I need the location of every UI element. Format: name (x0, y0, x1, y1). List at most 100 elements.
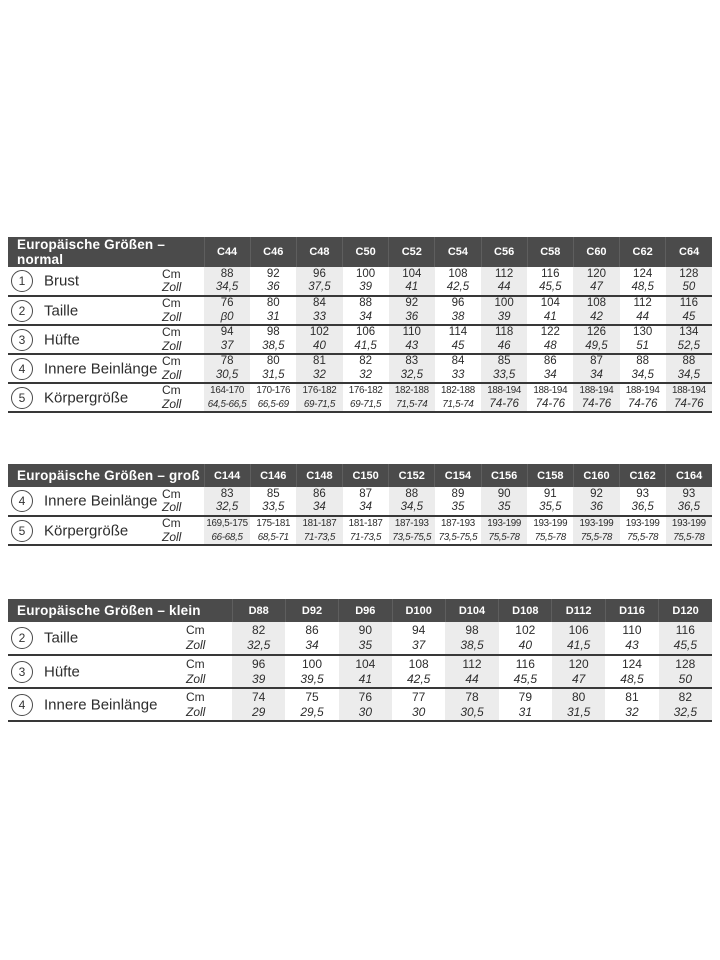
measurement-cell: 110 43 (605, 622, 658, 655)
cm-value: 94 (411, 623, 426, 637)
zoll-value: 44 (497, 281, 511, 293)
row-number-badge: 5 (11, 519, 33, 542)
zoll-value: 32 (313, 368, 326, 381)
cm-value: 100 (301, 656, 323, 671)
row-label-cell: 4 Innere Beinlänge (8, 687, 184, 722)
measurement-cell: 134 52,5 (665, 324, 712, 354)
unit-cm-label: Cm (162, 383, 181, 397)
zoll-value: 32,5 (673, 704, 697, 719)
measurement-cell: 108 42,5 (435, 267, 481, 296)
unit-zoll-label: Zoll (162, 280, 182, 294)
measurement-cell: 85 33,5 (250, 487, 296, 516)
unit-zoll-label: Zoll (162, 338, 182, 353)
size-column-header: C160 (572, 464, 620, 487)
cm-value: 102 (515, 623, 536, 637)
zoll-value: 31 (266, 310, 280, 323)
measurement-cell: 82 32 (342, 353, 389, 383)
unit-cell: Cm Zoll (184, 687, 233, 722)
cm-value: 94 (220, 326, 234, 338)
zoll-value: 75,5-78 (627, 531, 659, 543)
measurement-cell: 128 50 (665, 267, 712, 296)
unit-zoll-label: Zoll (162, 309, 182, 324)
cm-value: 120 (568, 656, 589, 671)
measurement-cell: 98 38,5 (250, 324, 297, 354)
cm-value: 116 (679, 297, 699, 309)
unit-cm-label: Cm (162, 296, 181, 310)
cm-value: 181-187 (348, 518, 383, 529)
zoll-value: 35,5 (539, 501, 562, 513)
measurement-cell: 78 30,5 (445, 687, 499, 722)
cm-value: 104 (540, 297, 560, 309)
zoll-value: 75,5-78 (488, 531, 520, 543)
measurement-cell: 182-188 71,5-74 (388, 382, 435, 413)
zoll-value: 37,5 (308, 281, 331, 293)
unit-cell: Cm Zoll (160, 487, 204, 516)
zoll-value: 37 (411, 638, 426, 652)
row-number-badge: 5 (11, 386, 33, 409)
unit-zoll-label: Zoll (186, 704, 206, 719)
zoll-value: 32,5 (247, 638, 271, 652)
measurement-cell: 187-193 73,5-75,5 (434, 515, 482, 546)
measurement-cell: 106 41,5 (342, 324, 389, 354)
cm-value: 76 (220, 297, 234, 309)
zoll-value: 50 (678, 671, 692, 686)
measurement-cell: 81 32 (296, 353, 343, 383)
measurement-cell: 193-199 75,5-78 (481, 515, 528, 546)
table-header-row: Europäische Größen – klein D88 D92 D96 D100 D… (8, 599, 712, 622)
cm-value: 74 (252, 689, 266, 704)
measurement-cell: 182-188 71,5-74 (434, 382, 482, 413)
measurement-cell: 87 34 (573, 353, 620, 383)
measurement-cell: 96 38 (434, 295, 482, 325)
cm-value: 78 (465, 689, 479, 704)
cm-value: 114 (448, 326, 468, 338)
zoll-value: 33,5 (262, 501, 285, 513)
zoll-value: 36 (590, 501, 603, 513)
measurement-cell: 108 42,5 (392, 654, 446, 688)
size-column-header: D100 (391, 599, 446, 622)
cm-value: 176-182 (348, 385, 383, 396)
size-column-header: C150 (342, 464, 389, 487)
cm-value: 91 (543, 487, 557, 500)
measurement-cell: 93 36,5 (665, 487, 712, 516)
zoll-value: 44 (465, 671, 479, 686)
zoll-value: 38 (451, 310, 465, 323)
zoll-value: 33 (313, 310, 326, 323)
cm-value: 106 (568, 623, 589, 637)
cm-value: 169,5-175 (206, 518, 248, 529)
table-row: 4 Innere Beinlänge Cm Zoll 83 32,5 85 33,5 86 34 8… (8, 487, 712, 516)
row-label: Innere Beinlänge (44, 492, 158, 510)
measurement-cell: 124 48,5 (620, 267, 666, 296)
cm-value: 170-176 (256, 385, 291, 396)
measurement-cell: 76 β0 (204, 295, 251, 325)
measurement-cell: 112 44 (619, 295, 666, 325)
measurement-cell: 126 49,5 (573, 324, 620, 354)
row-label-cell: 3 Hüfte (8, 324, 160, 354)
zoll-value: 69-71,5 (350, 398, 382, 410)
zoll-value: 29 (252, 704, 266, 719)
measurement-cell: 80 31,5 (250, 353, 297, 383)
cm-value: 110 (622, 623, 642, 637)
measurement-cell: 102 40 (296, 324, 343, 354)
zoll-value: 34 (313, 501, 326, 513)
cm-value: 88 (359, 297, 373, 309)
measurement-cell: 92 36 (573, 487, 620, 516)
zoll-value: 45,5 (513, 671, 537, 686)
zoll-value: 40 (518, 638, 532, 652)
measurement-cell: 188-194 74-76 (481, 382, 528, 413)
row-label: Hüfte (44, 331, 80, 348)
cm-value: 83 (405, 355, 419, 367)
measurement-cell: 104 41 (338, 654, 392, 688)
measurement-cell: 120 47 (573, 267, 620, 296)
measurement-cell: 100 39,5 (285, 654, 339, 688)
measurement-cell: 108 42 (573, 295, 620, 325)
measurement-cell: 110 43 (388, 324, 435, 354)
measurement-cell: 91 35,5 (527, 487, 573, 516)
zoll-value: 52,5 (677, 339, 701, 352)
cm-value: 108 (586, 297, 607, 309)
size-column-header: C158 (526, 464, 574, 487)
zoll-value: 64,5-66,5 (207, 398, 247, 410)
unit-cm-label: Cm (162, 325, 181, 339)
unit-zoll-label: Zoll (162, 529, 182, 544)
zoll-value: 30 (411, 704, 426, 719)
